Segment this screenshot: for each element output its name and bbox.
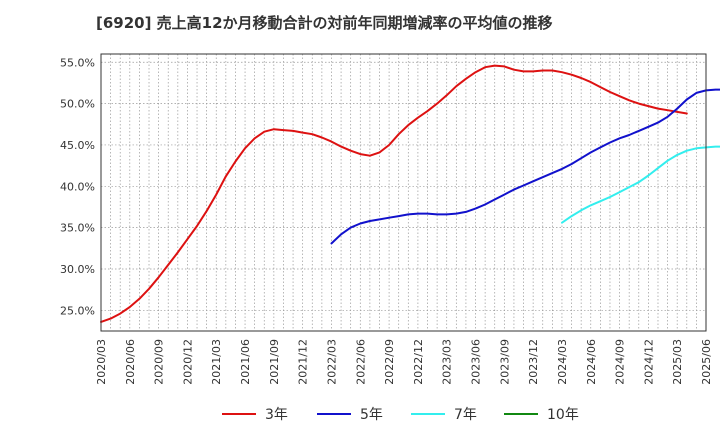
x-tick-label: 2024/12 — [642, 339, 655, 385]
x-tick-label: 2023/12 — [527, 339, 540, 385]
x-tick-label: 2022/12 — [412, 339, 425, 385]
x-tick-label: 2020/03 — [95, 339, 108, 385]
x-tick-label: 2020/06 — [124, 339, 137, 385]
x-tick-label: 2024/03 — [556, 339, 569, 385]
legend: 3年 5年 7年 10年 — [222, 407, 579, 423]
series-line-5年 — [330, 88, 720, 245]
y-tick-label: 40.0% — [60, 180, 95, 193]
plot-area-background — [101, 54, 706, 331]
x-tick-label: 2021/03 — [210, 339, 223, 385]
x-tick-label: 2023/03 — [441, 339, 454, 385]
legend-label: 7年 — [454, 407, 477, 423]
y-tick-label: 30.0% — [60, 263, 95, 276]
x-tick-label: 2022/09 — [383, 339, 396, 385]
x-tick-label: 2024/09 — [614, 339, 627, 385]
legend-label: 5年 — [360, 407, 383, 423]
x-tick-label: 2025/06 — [700, 339, 713, 385]
x-tick-label: 2021/09 — [268, 339, 281, 385]
series-line-3年 — [100, 64, 688, 323]
y-tick-label: 55.0% — [60, 56, 95, 69]
x-axis: 2020/03 2020/06 2020/09 2020/12 2021/03 2021/… — [95, 339, 713, 385]
legend-label: 3年 — [265, 407, 288, 423]
x-tick-label: 2022/03 — [325, 339, 338, 385]
x-tick-label: 2025/03 — [671, 339, 684, 385]
legend-label: 10年 — [547, 407, 579, 423]
y-tick-label: 45.0% — [60, 139, 95, 152]
x-tick-label: 2022/06 — [354, 339, 367, 385]
y-tick-label: 25.0% — [60, 304, 95, 317]
y-tick-label: 50.0% — [60, 98, 95, 111]
x-tick-label: 2020/09 — [153, 339, 166, 385]
x-tick-label: 2023/09 — [498, 339, 511, 385]
x-tick-label: 2023/06 — [470, 339, 483, 385]
series-layer — [100, 64, 720, 323]
y-axis: 25.0% 30.0% 35.0% 40.0% 45.0% 50.0% 55.0% — [60, 56, 95, 317]
y-tick-label: 35.0% — [60, 222, 95, 235]
x-tick-label: 2021/12 — [297, 339, 310, 385]
x-tick-label: 2020/12 — [181, 339, 194, 385]
plot-area-border — [100, 53, 707, 332]
x-tick-label: 2021/06 — [239, 339, 252, 385]
chart-title: [6920] 売上高12か月移動合計の対前年同期増減率の平均値の推移 — [96, 14, 553, 32]
x-tick-label: 2024/06 — [585, 339, 598, 385]
series-line-7年 — [561, 145, 720, 224]
